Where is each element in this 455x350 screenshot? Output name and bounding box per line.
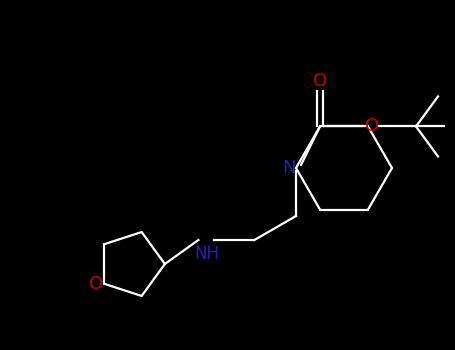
Text: O: O	[313, 72, 327, 90]
Text: N: N	[282, 159, 296, 177]
Text: O: O	[365, 118, 379, 135]
Text: NH: NH	[194, 245, 219, 263]
Text: O: O	[89, 275, 103, 293]
